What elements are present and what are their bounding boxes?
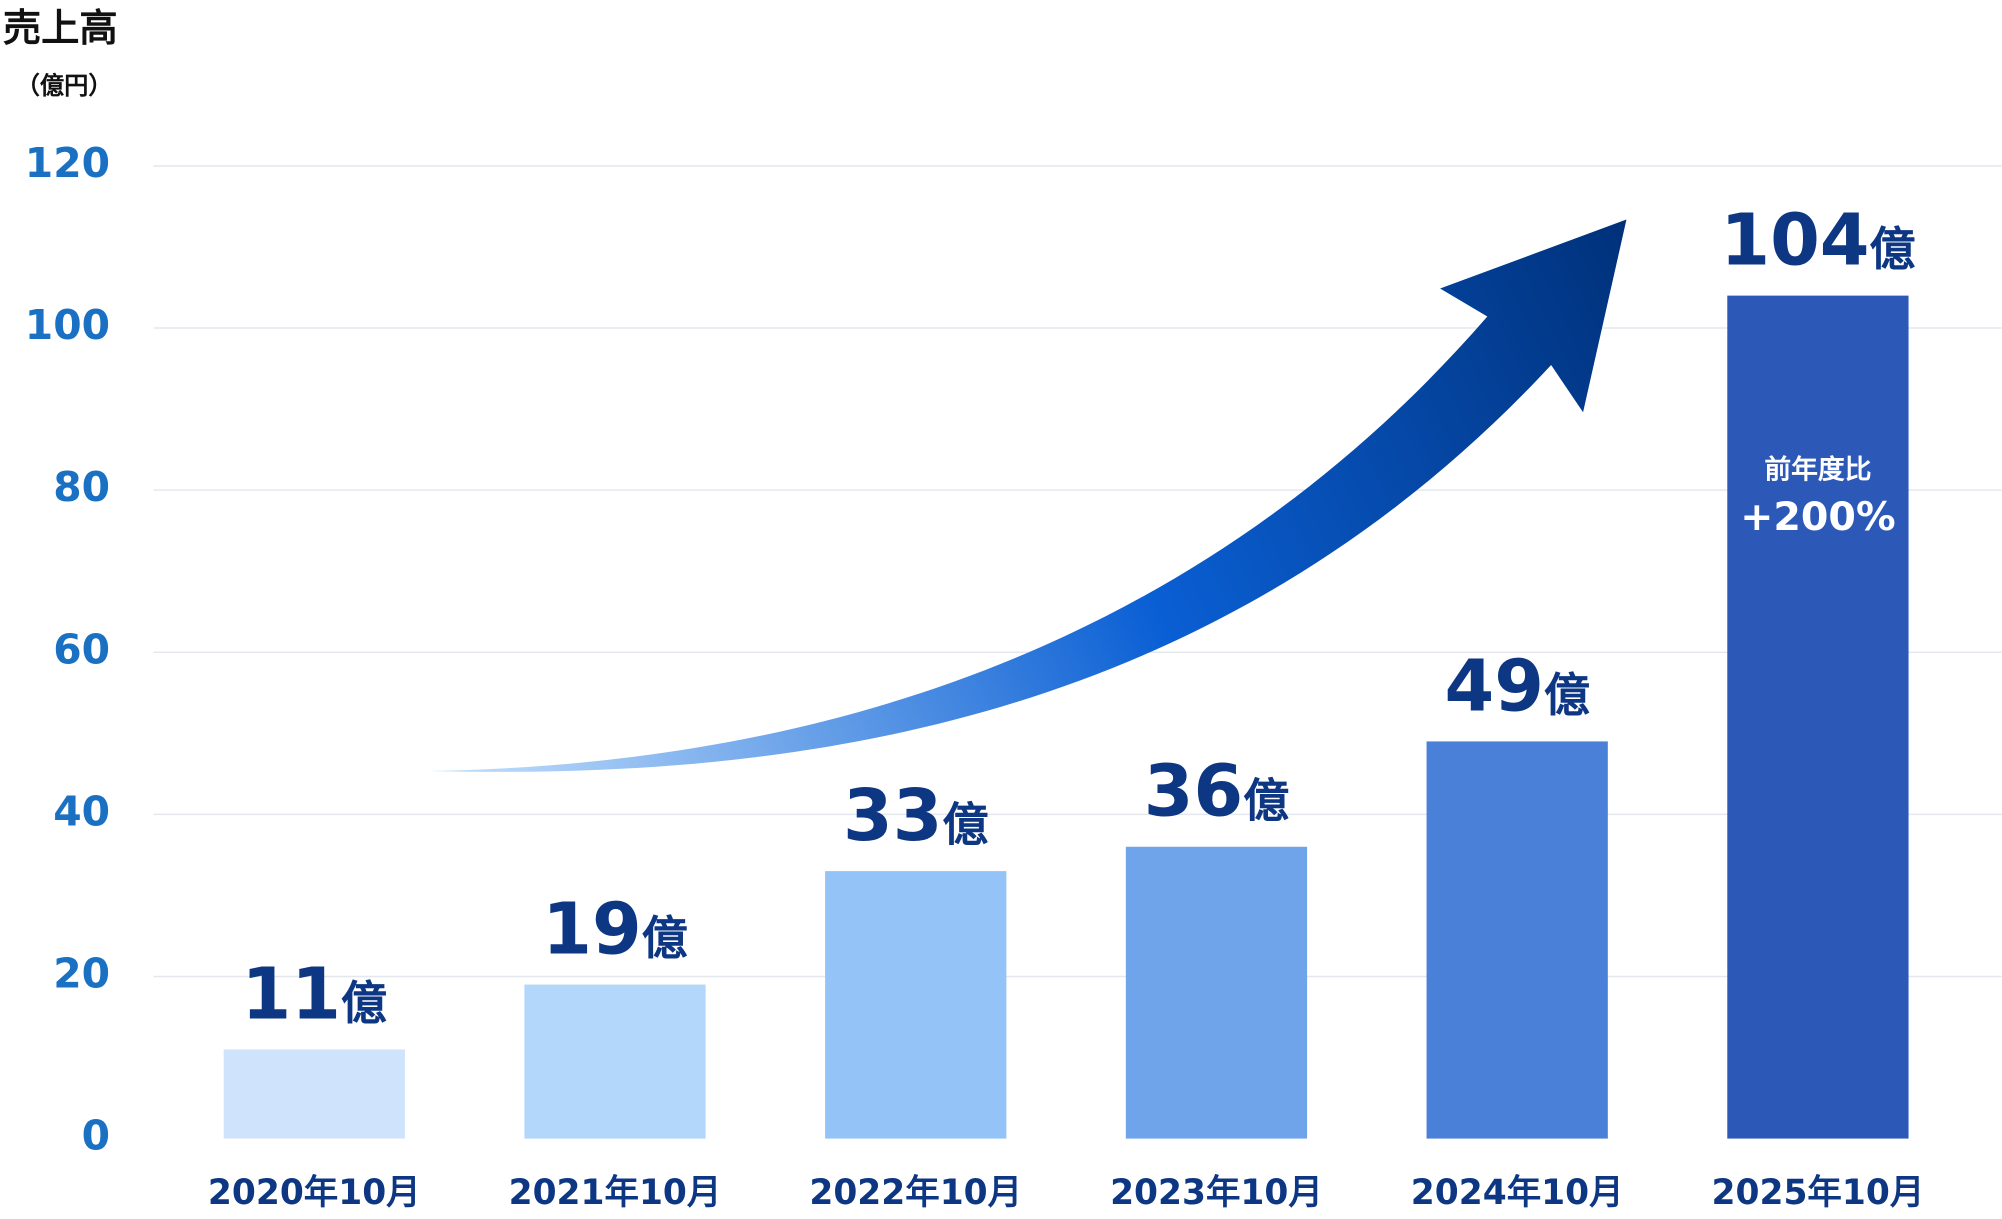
chart-title: 売上高	[3, 6, 118, 51]
value-unit: 億	[1870, 222, 1916, 276]
x-tick-label: 2021年10月	[509, 1173, 722, 1213]
x-tick-label: 2023年10月	[1110, 1173, 1323, 1213]
bar	[1727, 295, 1909, 1139]
annotation-value: +200%	[1740, 494, 1895, 540]
bar	[1426, 741, 1608, 1139]
y-unit: （億円）	[16, 71, 113, 100]
value-label: 104億	[1720, 198, 1915, 281]
y-tick-label: 40	[53, 787, 110, 835]
value-unit: 億	[341, 976, 387, 1030]
value-number: 11	[242, 952, 341, 1035]
y-tick-label: 120	[25, 139, 110, 187]
growth-arrow	[427, 219, 1627, 772]
value-number: 36	[1144, 749, 1243, 832]
y-tick-label: 0	[82, 1112, 110, 1160]
x-tick-label: 2024年10月	[1411, 1173, 1624, 1213]
value-number: 49	[1444, 644, 1543, 727]
value-label: 33億	[843, 774, 988, 857]
grid: 0 20 40 60 80 100 120	[25, 139, 2002, 1160]
annotation-label: 前年度比	[1764, 454, 1871, 486]
value-unit: 億	[1243, 773, 1289, 827]
value-number: 19	[542, 887, 641, 970]
value-unit: 億	[642, 911, 688, 965]
x-tick-label: 2022年10月	[809, 1173, 1022, 1213]
bar	[524, 984, 706, 1139]
bar	[825, 871, 1007, 1139]
value-unit: 億	[942, 797, 988, 851]
y-tick-label: 60	[53, 625, 110, 673]
value-label: 19億	[542, 887, 687, 970]
value-unit: 億	[1544, 668, 1590, 722]
bar	[1125, 846, 1308, 1139]
y-tick-label: 100	[25, 301, 110, 349]
y-tick-label: 80	[53, 463, 110, 511]
value-label: 36億	[1144, 749, 1289, 832]
x-tick-label: 2020年10月	[208, 1173, 421, 1213]
bar	[223, 1049, 405, 1139]
value-label: 49億	[1444, 644, 1589, 727]
value-number: 33	[843, 774, 942, 857]
y-tick-label: 20	[53, 949, 110, 997]
x-tick-label: 2025年10月	[1712, 1173, 1925, 1213]
bars: 2020年10月11億2021年10月19億2022年10月33億2023年10…	[208, 198, 1924, 1213]
value-label: 11億	[242, 952, 387, 1035]
value-number: 104	[1720, 198, 1869, 281]
